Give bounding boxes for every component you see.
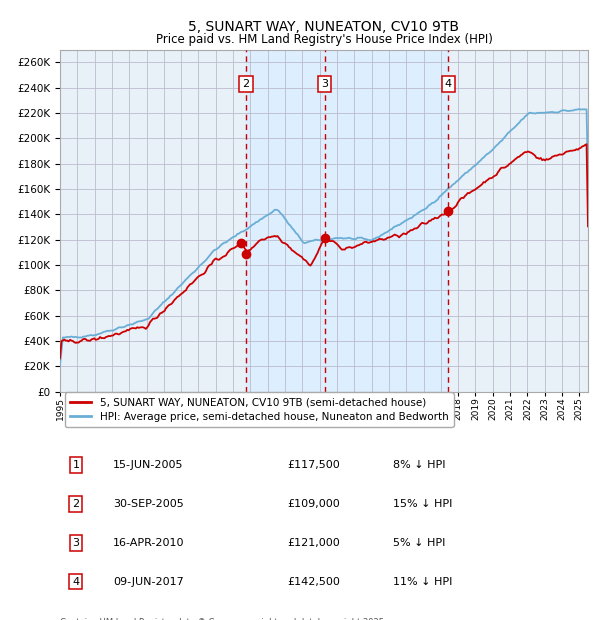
Text: 30-SEP-2005: 30-SEP-2005 [113, 499, 184, 509]
Text: £117,500: £117,500 [287, 460, 340, 470]
Text: £121,000: £121,000 [287, 538, 340, 548]
Text: 1: 1 [73, 460, 79, 470]
Text: 09-JUN-2017: 09-JUN-2017 [113, 577, 184, 587]
Text: £109,000: £109,000 [287, 499, 340, 509]
Text: 15% ↓ HPI: 15% ↓ HPI [392, 499, 452, 509]
Bar [246, 50, 448, 392]
Text: 15-JUN-2005: 15-JUN-2005 [113, 460, 184, 470]
Text: 4: 4 [445, 79, 452, 89]
Text: 3: 3 [73, 538, 79, 548]
Text: 11% ↓ HPI: 11% ↓ HPI [392, 577, 452, 587]
Text: 4: 4 [72, 577, 79, 587]
Text: 2: 2 [72, 499, 79, 509]
Text: 8% ↓ HPI: 8% ↓ HPI [392, 460, 445, 470]
Text: Price paid vs. HM Land Registry's House Price Index (HPI): Price paid vs. HM Land Registry's House … [155, 33, 493, 46]
Text: 16-APR-2010: 16-APR-2010 [113, 538, 184, 548]
Text: 5% ↓ HPI: 5% ↓ HPI [392, 538, 445, 548]
Text: 5, SUNART WAY, NUNEATON, CV10 9TB: 5, SUNART WAY, NUNEATON, CV10 9TB [188, 20, 460, 34]
Text: £142,500: £142,500 [287, 577, 340, 587]
Text: Contains HM Land Registry data © Crown copyright and database right 2025.
This d: Contains HM Land Registry data © Crown c… [60, 618, 386, 620]
Text: 2: 2 [242, 79, 250, 89]
Text: 3: 3 [321, 79, 328, 89]
Legend: 5, SUNART WAY, NUNEATON, CV10 9TB (semi-detached house), HPI: Average price, sem: 5, SUNART WAY, NUNEATON, CV10 9TB (semi-… [65, 392, 454, 427]
